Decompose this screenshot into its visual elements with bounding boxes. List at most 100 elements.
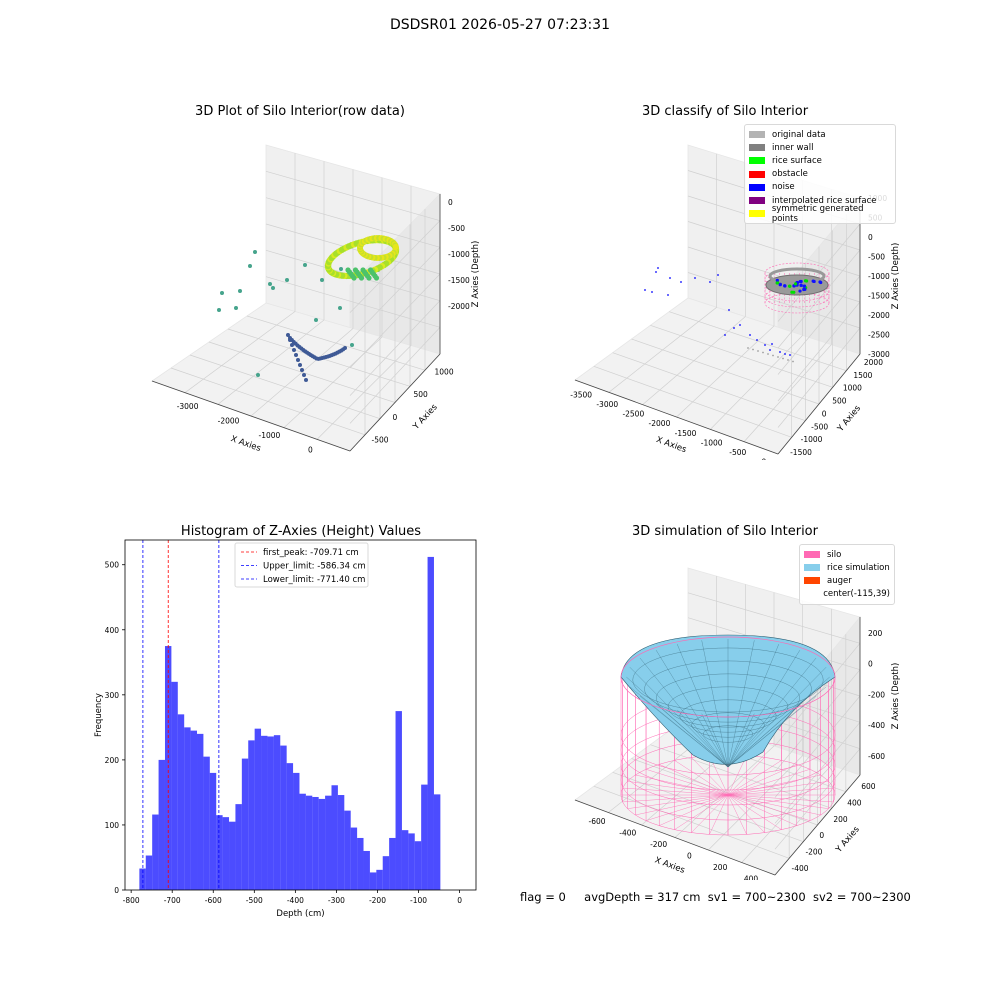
x-tick-label: -200 [650,840,667,849]
histogram-bar [209,772,217,890]
histogram-bar [389,837,396,890]
raw-point [253,250,257,254]
histogram-bar [433,794,441,890]
noise-point [771,343,773,345]
histogram-bar [229,821,236,890]
histogram-bar [331,785,338,890]
histogram-bar [325,795,332,890]
y-axis-label: Y Axies [411,402,440,433]
rice-mesh [727,695,817,768]
y-tick-label: 1000 [843,384,862,393]
silo-wire [727,794,829,809]
rice-surface-point [811,279,815,283]
raw-point [217,308,221,312]
silo-wire [727,787,834,796]
silo-wire [635,774,729,796]
rice-surface-point [775,278,779,283]
grid-line [774,643,861,747]
y-tick-label: 0 [114,886,119,895]
x-tick-label: -600 [205,896,222,905]
noise-point [739,324,741,326]
legend-swatch [804,591,816,598]
rice-surface-point [788,284,792,288]
raw-point [296,358,300,362]
grid-line [687,592,861,644]
x-tick-label: -400 [287,896,304,905]
rice-mesh [727,703,800,768]
x-tick-label: -300 [328,896,345,905]
original-point [792,360,794,363]
x-axis-label: X Axies [653,855,686,876]
simulation-legend: silo rice simulation auger center(-115,39) [799,544,895,605]
noise-point [709,281,711,283]
x-tick-label: -1500 [675,429,697,438]
silo-wire [727,755,747,796]
rice-mesh [639,657,729,768]
z-tick-label: -1500 [868,292,890,301]
x-tick-label: -500 [246,896,263,905]
raw-point [248,264,252,268]
legend-entry: obstacle [749,168,891,181]
histogram-bar [357,837,364,890]
rice-surface-point [818,280,822,284]
noise-point [733,327,735,329]
legend-label: Lower_limit: -771.40 cm [263,575,365,585]
z-tick-label: -2000 [868,311,890,320]
raw-point [268,282,272,286]
histogram-bar [280,745,287,890]
x-tick-label: 400 [744,875,759,881]
histogram-bar [421,784,428,890]
rice-surface-point [798,289,802,293]
legend-entry: interpolated rice surface [749,194,891,207]
x-tick-label: 0 [761,457,766,460]
histogram-bar [350,827,358,890]
legend-entry: rice simulation [804,561,890,574]
plot-frame [124,539,477,891]
histogram-title: Histogram of Z-Axies (Height) Values [180,524,422,539]
legend-swatch [749,144,765,152]
rice-mesh [727,667,827,768]
legend-label: symmetric generated points [771,203,864,224]
legend-swatch [749,170,765,178]
histogram-bar [222,817,230,890]
legend-swatch [749,210,765,218]
x-tick-label: -600 [588,817,605,826]
x-tick-label: -100 [410,896,427,905]
silo-wire [691,794,729,833]
noise-point [655,271,657,273]
histogram-bar [216,815,223,890]
x-tick-label: -1000 [701,438,723,447]
y-tick-label: 2000 [864,358,883,367]
x-tick-label: -500 [729,448,746,457]
histogram-legend [234,542,369,588]
raw-point [343,346,347,350]
noise-point [644,289,646,291]
z-tick-label: -1000 [448,250,470,259]
noise-point [728,309,730,311]
z-tick-label: -2000 [448,302,470,311]
rice-mesh [727,644,779,768]
rice-surface-point [793,282,798,286]
histogram-bar [408,833,415,890]
y-tick-label: 0 [822,409,827,418]
y-tick-label: -500 [372,435,389,444]
raw-point [292,348,296,352]
classify-legend: original data inner wall rice surface obsta… [744,124,896,225]
rice-mesh [727,650,801,768]
y-tick-label: 400 [105,626,120,635]
raw-point [358,275,365,281]
silo-wire [627,794,729,809]
histogram-bar [401,830,409,890]
classify-plot-title: 3D classify of Silo Interior [641,104,809,119]
noise-point [717,274,719,276]
y-tick-label: 600 [861,782,876,791]
rice-mesh [677,709,729,768]
silo-wire [645,794,729,821]
x-tick-label: -1000 [259,431,281,440]
histogram-bar [267,736,274,890]
rice-mesh [677,644,729,768]
x-tick-label: 0 [457,896,462,905]
histogram-bar [241,758,249,890]
original-point [767,353,769,355]
y-tick-label: 0 [819,831,824,840]
